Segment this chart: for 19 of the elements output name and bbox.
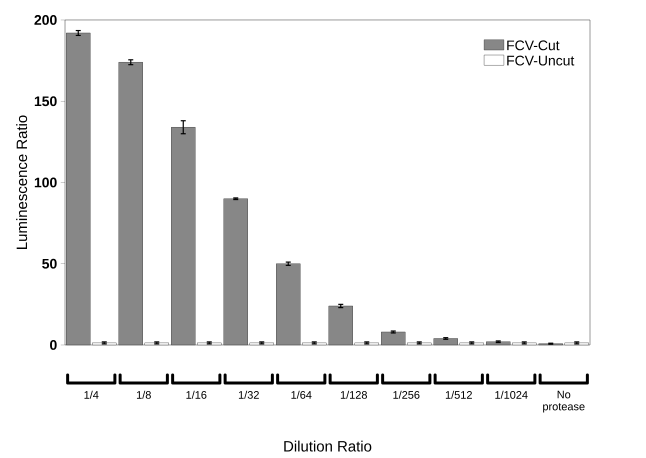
x-tick-label: 1/256 [393, 390, 420, 399]
y-axis-title: Luminescence Ratio [16, 115, 28, 249]
y-tick-label: 150 [34, 96, 57, 106]
x-tick-label: 1/16 [186, 390, 206, 399]
y-tick-label: 50 [42, 258, 57, 269]
x-tick-label: 1/32 [238, 390, 259, 399]
y-tick-label: 0 [50, 340, 57, 350]
x-tick-label: 1/8 [136, 390, 151, 399]
legend-label: FCV-Uncut [507, 56, 574, 66]
x-tick-label: 1/64 [291, 390, 312, 399]
x-axis-title: Dilution Ratio [284, 440, 372, 452]
x-tick-label: 1/512 [446, 390, 472, 399]
y-tick-label: 200 [34, 15, 57, 25]
x-tick-label: 1/4 [84, 390, 99, 399]
x-tick-label: No protease [543, 390, 585, 413]
y-tick-label: 100 [34, 178, 57, 188]
x-tick-label: 1/1024 [495, 390, 528, 399]
legend-label: FCV-Cut [507, 40, 560, 50]
x-tick-label: 1/128 [340, 390, 367, 399]
